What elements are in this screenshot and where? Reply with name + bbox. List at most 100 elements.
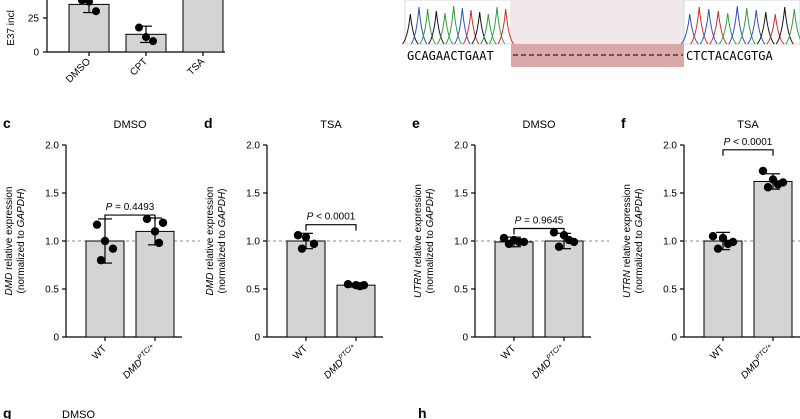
chromatogram-panel: GCAGAACTGAAT CTCTACACGTGA — [402, 0, 800, 67]
panel-ylabel: DMD relative expression(normalized to GA… — [4, 187, 27, 296]
data-point — [723, 239, 733, 249]
panel-letter-f: f — [621, 115, 626, 131]
significance-bracket — [722, 149, 774, 156]
bar-wt — [494, 241, 534, 338]
ytick-label: 2.0 — [663, 141, 677, 152]
xtick-label-wt: WT — [90, 343, 109, 362]
data-point — [564, 235, 574, 245]
ytick-label: 1.0 — [45, 237, 59, 248]
ytick-label: 2.0 — [454, 141, 468, 152]
data-point — [355, 281, 365, 291]
data-point — [309, 239, 319, 249]
panel-f: f TSA UTRN relative expression(normalized … — [621, 115, 800, 381]
bar-wt — [286, 240, 326, 338]
sequence-left: GCAGAACTGAAT — [407, 49, 494, 63]
significance-bracket — [305, 224, 357, 231]
ytick-label: 1.5 — [454, 189, 468, 200]
bar-dmd-ptc — [544, 240, 584, 338]
trace-peak-T — [462, 9, 480, 45]
ytick-label: 0 — [53, 333, 59, 344]
panel-letter-c: c — [3, 115, 11, 131]
ytick-label: 1.0 — [663, 237, 677, 248]
ytick-label: 0.5 — [246, 285, 260, 296]
chromatogram-traces — [402, 5, 800, 45]
data-point — [142, 214, 152, 224]
trace-peak-A — [419, 8, 436, 45]
data-point — [108, 244, 118, 253]
panel-ylabel: DMD relative expression(normalized to GA… — [205, 187, 228, 296]
data-point — [763, 183, 773, 192]
panel-title: TSA — [320, 119, 342, 131]
panel-letter-e: e — [412, 115, 420, 131]
bar-panels: c DMSO DMD relative expression(normalized … — [3, 115, 800, 381]
panel-c: c DMSO DMD relative expression(normalized … — [3, 115, 200, 381]
bar-dmd-ptc — [135, 230, 175, 338]
top-xtick-label: TSA — [186, 56, 208, 78]
panel-letter-d: d — [204, 115, 213, 131]
panel-letter-g: g — [3, 405, 12, 419]
data-point — [504, 239, 514, 249]
xtick-label-dmd-ptc: DMDPTC/+ — [321, 343, 360, 382]
ytick-label: 1.5 — [45, 189, 59, 200]
ytick-label: 2.0 — [246, 141, 260, 152]
trace-peak-C — [410, 6, 428, 45]
data-point — [297, 244, 307, 253]
trace-peak-T — [766, 13, 785, 45]
data-point — [554, 242, 564, 251]
data-point — [773, 180, 783, 189]
data-point — [718, 233, 728, 243]
ytick-label: 0 — [671, 333, 677, 344]
trace-peak-A — [718, 12, 737, 45]
ytick-label: 0.5 — [45, 285, 59, 296]
bar-wt — [703, 240, 743, 338]
xtick-label-wt: WT — [708, 343, 727, 362]
top-xtick-label: DMSO — [64, 56, 93, 85]
data-point — [293, 231, 303, 240]
trace-peak-A — [445, 5, 462, 45]
panel-title: DMSO — [523, 119, 556, 131]
ytick-label: 2.0 — [45, 141, 59, 152]
ytick-label: 0.5 — [663, 285, 677, 296]
bottom-partial-label: DMSO — [62, 409, 95, 419]
trace-peak-G — [471, 11, 488, 45]
panel-e: e DMSO UTRN relative expression(normalized… — [412, 115, 609, 381]
top-ytick-label: 25 — [28, 14, 40, 25]
data-point — [758, 166, 768, 176]
top-data-point — [149, 37, 157, 46]
trace-peak-A — [488, 6, 506, 45]
ytick-label: 1.0 — [246, 237, 260, 248]
trace-peak-A — [480, 13, 497, 45]
data-point — [96, 256, 106, 265]
top-data-point — [85, 0, 93, 6]
panel-letter-h: h — [418, 405, 427, 419]
trace-peak-T — [690, 6, 709, 45]
trace-peak-A — [436, 12, 454, 45]
trace-peak-T — [709, 10, 728, 45]
top-data-point — [92, 7, 100, 16]
top-xtick-label: CPT — [128, 56, 150, 78]
trace-peak-G — [428, 10, 445, 45]
data-point — [713, 244, 723, 253]
ytick-label: 1.0 — [454, 237, 468, 248]
ytick-label: 1.5 — [246, 189, 260, 200]
data-point — [158, 218, 168, 227]
trace-peak-A — [737, 7, 756, 45]
data-point — [708, 232, 718, 241]
sequence-right: CTCTACACGTGA — [686, 49, 773, 63]
xtick-label-wt: WT — [499, 343, 518, 362]
data-point — [301, 232, 311, 242]
trace-peak-C — [680, 13, 699, 45]
bar-dmd-ptc — [753, 180, 793, 338]
trace-peak-C — [454, 7, 471, 45]
trace-peak-C — [728, 5, 747, 45]
trace-peak-G — [756, 11, 775, 45]
xtick-label-dmd-ptc: DMDPTC/+ — [120, 343, 159, 382]
top-bar-tsa — [182, 0, 224, 53]
panel-title: DMSO — [114, 119, 147, 131]
trace-peak-C — [747, 9, 766, 45]
data-point — [92, 220, 102, 229]
p-value-label: P < 0.0001 — [724, 137, 773, 148]
p-value-label: P = 0.4493 — [106, 202, 155, 213]
xtick-label-dmd-ptc: DMDPTC/+ — [738, 343, 777, 382]
